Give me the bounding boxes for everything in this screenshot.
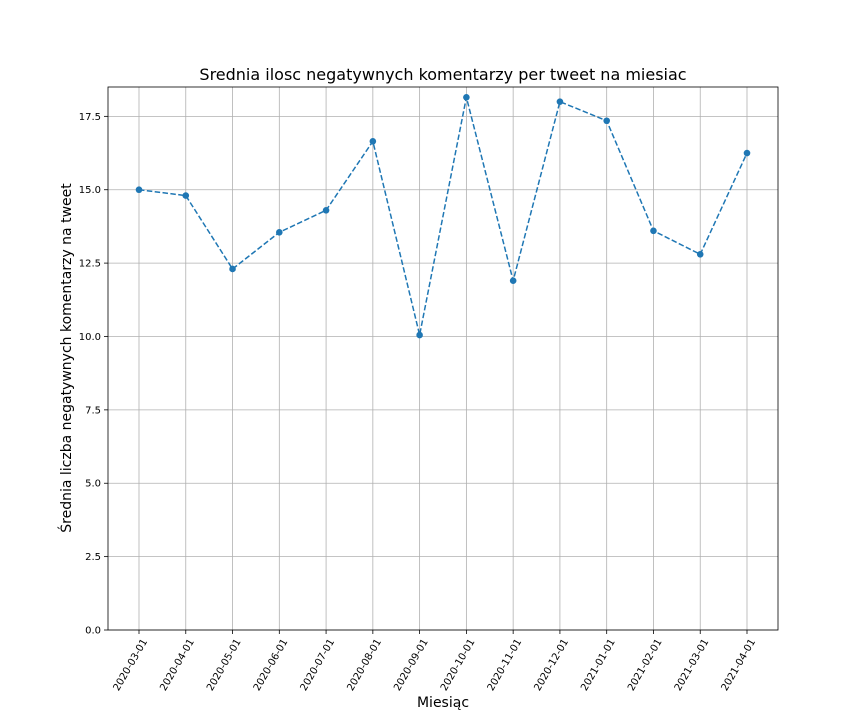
x-tick-label: 2020-06-01 — [252, 637, 291, 693]
data-point — [556, 98, 564, 105]
x-tick-label: 2020-03-01 — [112, 637, 151, 693]
y-axis-label: Średnia liczba negatywnych komentarzy na… — [57, 183, 75, 533]
data-point — [322, 206, 330, 214]
data-points — [135, 93, 751, 339]
data-point — [463, 93, 470, 101]
data-point — [229, 265, 236, 273]
x-axis-label: Miesiąc — [417, 695, 469, 711]
x-tick-label: 2020-11-01 — [486, 637, 525, 693]
y-tick-label: 7.5 — [85, 405, 101, 416]
y-tick-label: 15.0 — [79, 185, 101, 196]
data-point — [696, 251, 704, 258]
y-tick-label: 10.0 — [79, 332, 101, 343]
x-tick-label: 2020-07-01 — [299, 637, 338, 693]
data-point — [276, 228, 283, 236]
data-point — [509, 277, 517, 285]
data-point — [182, 192, 190, 199]
data-point — [603, 117, 610, 125]
data-point — [369, 138, 377, 145]
x-tick-label: 2020-04-01 — [158, 637, 197, 693]
y-tick-label: 12.5 — [79, 259, 101, 270]
y-tick-label: 0.0 — [85, 626, 101, 637]
x-tick-label: 2021-01-01 — [579, 637, 618, 693]
data-point — [650, 227, 657, 235]
x-tick-label: 2021-04-01 — [720, 637, 759, 693]
data-point — [135, 186, 143, 194]
data-point — [416, 331, 423, 339]
x-tick-label: 2020-05-01 — [205, 637, 244, 693]
x-tick-label: 2021-02-01 — [626, 637, 665, 693]
x-tick-label: 2020-12-01 — [532, 637, 571, 693]
axis-ticks: 2020-03-01 2020-04-01 2020-05-01 2020-06-01… — [79, 112, 758, 693]
chart-title: Srednia ilosc negatywnych komentarzy per… — [199, 65, 686, 84]
grid — [108, 87, 778, 631]
series-line — [138, 97, 748, 336]
y-tick-label: 2.5 — [85, 552, 101, 563]
y-tick-label: 5.0 — [85, 479, 101, 490]
data-point — [743, 149, 751, 157]
y-tick-label: 17.5 — [79, 112, 101, 123]
x-tick-label: 2020-10-01 — [439, 637, 478, 693]
x-tick-label: 2020-09-01 — [392, 637, 431, 693]
x-tick-label: 2020-08-01 — [345, 637, 384, 693]
plot-frame — [107, 86, 779, 631]
x-tick-label: 2021-03-01 — [673, 637, 712, 693]
